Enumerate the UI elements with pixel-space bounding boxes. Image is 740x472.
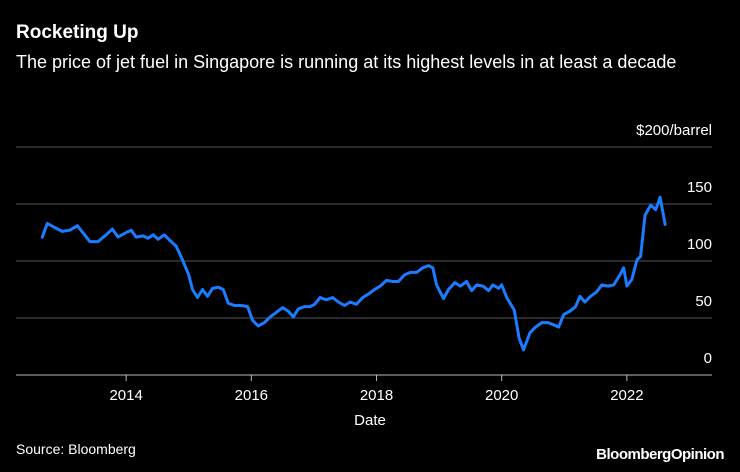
x-tick-label: 2022 <box>610 387 643 404</box>
x-tick-label: 2020 <box>485 387 518 404</box>
x-tick-label: 2018 <box>360 387 393 404</box>
chart-subtitle: The price of jet fuel in Singapore is ru… <box>16 52 677 72</box>
y-tick-label: 100 <box>687 236 712 253</box>
y-tick-label: 150 <box>687 179 712 196</box>
brand-logo: BloombergOpinion <box>596 446 724 463</box>
y-tick-label: 50 <box>695 293 712 310</box>
y-tick-label: 0 <box>704 350 712 367</box>
chart-title: Rocketing Up <box>16 22 139 43</box>
y-tick-label: $200/barrel <box>636 122 712 139</box>
x-tick-label: 2016 <box>235 387 268 404</box>
x-tick-label: 2014 <box>109 387 142 404</box>
price-line <box>40 195 667 352</box>
x-axis-label: Date <box>354 412 386 429</box>
source-note: Source: Bloomberg <box>16 441 136 457</box>
